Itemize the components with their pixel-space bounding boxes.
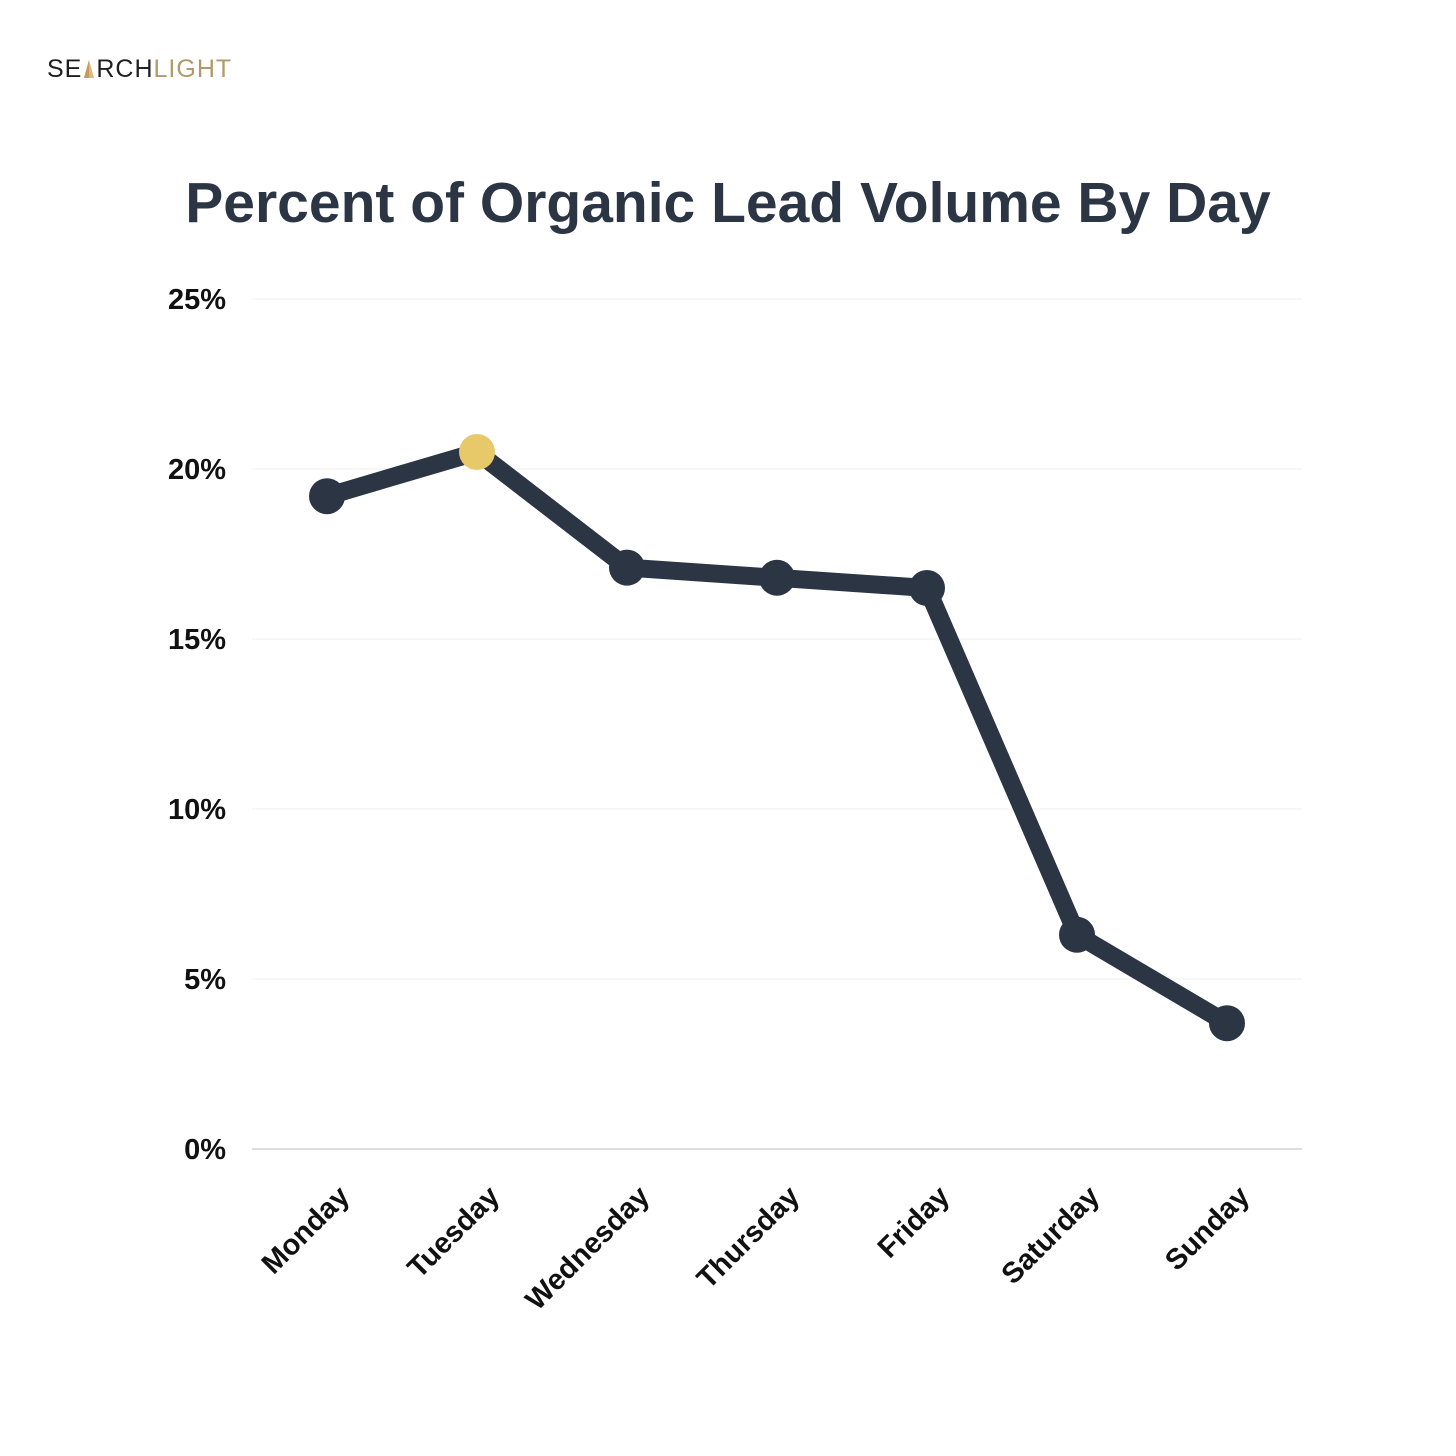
brand-text-3: LIGHT	[153, 55, 233, 83]
y-tick-label: 25%	[168, 284, 226, 316]
data-point	[1209, 1005, 1245, 1042]
brand-text-2: RCH	[96, 55, 154, 83]
data-point	[309, 478, 345, 515]
searchlight-logo: SE RCHLIGHT	[47, 54, 232, 84]
data-point	[1059, 916, 1095, 953]
x-tick-label: Sunday	[1159, 1180, 1256, 1277]
x-tick-label: Wednesday	[520, 1180, 656, 1316]
x-tick-label: Monday	[256, 1180, 356, 1280]
data-point	[909, 570, 945, 606]
y-tick-label: 20%	[168, 454, 226, 486]
chart-title: Percent of Organic Lead Volume By Day	[185, 171, 1271, 235]
brand-text-1: SE	[47, 55, 83, 83]
a-triangle-mark-icon	[84, 60, 95, 78]
x-tick-label: Friday	[872, 1180, 956, 1264]
x-tick-label: Saturday	[996, 1180, 1106, 1290]
y-tick-label: 15%	[168, 624, 226, 656]
y-tick-label: 5%	[184, 964, 226, 996]
y-tick-label: 0%	[184, 1134, 226, 1166]
x-tick-label: Tuesday	[402, 1180, 506, 1284]
highlighted-data-point	[459, 434, 495, 470]
x-tick-label: Thursday	[691, 1180, 806, 1295]
data-point	[759, 559, 795, 596]
y-tick-label: 10%	[168, 794, 226, 826]
data-point	[609, 549, 645, 586]
